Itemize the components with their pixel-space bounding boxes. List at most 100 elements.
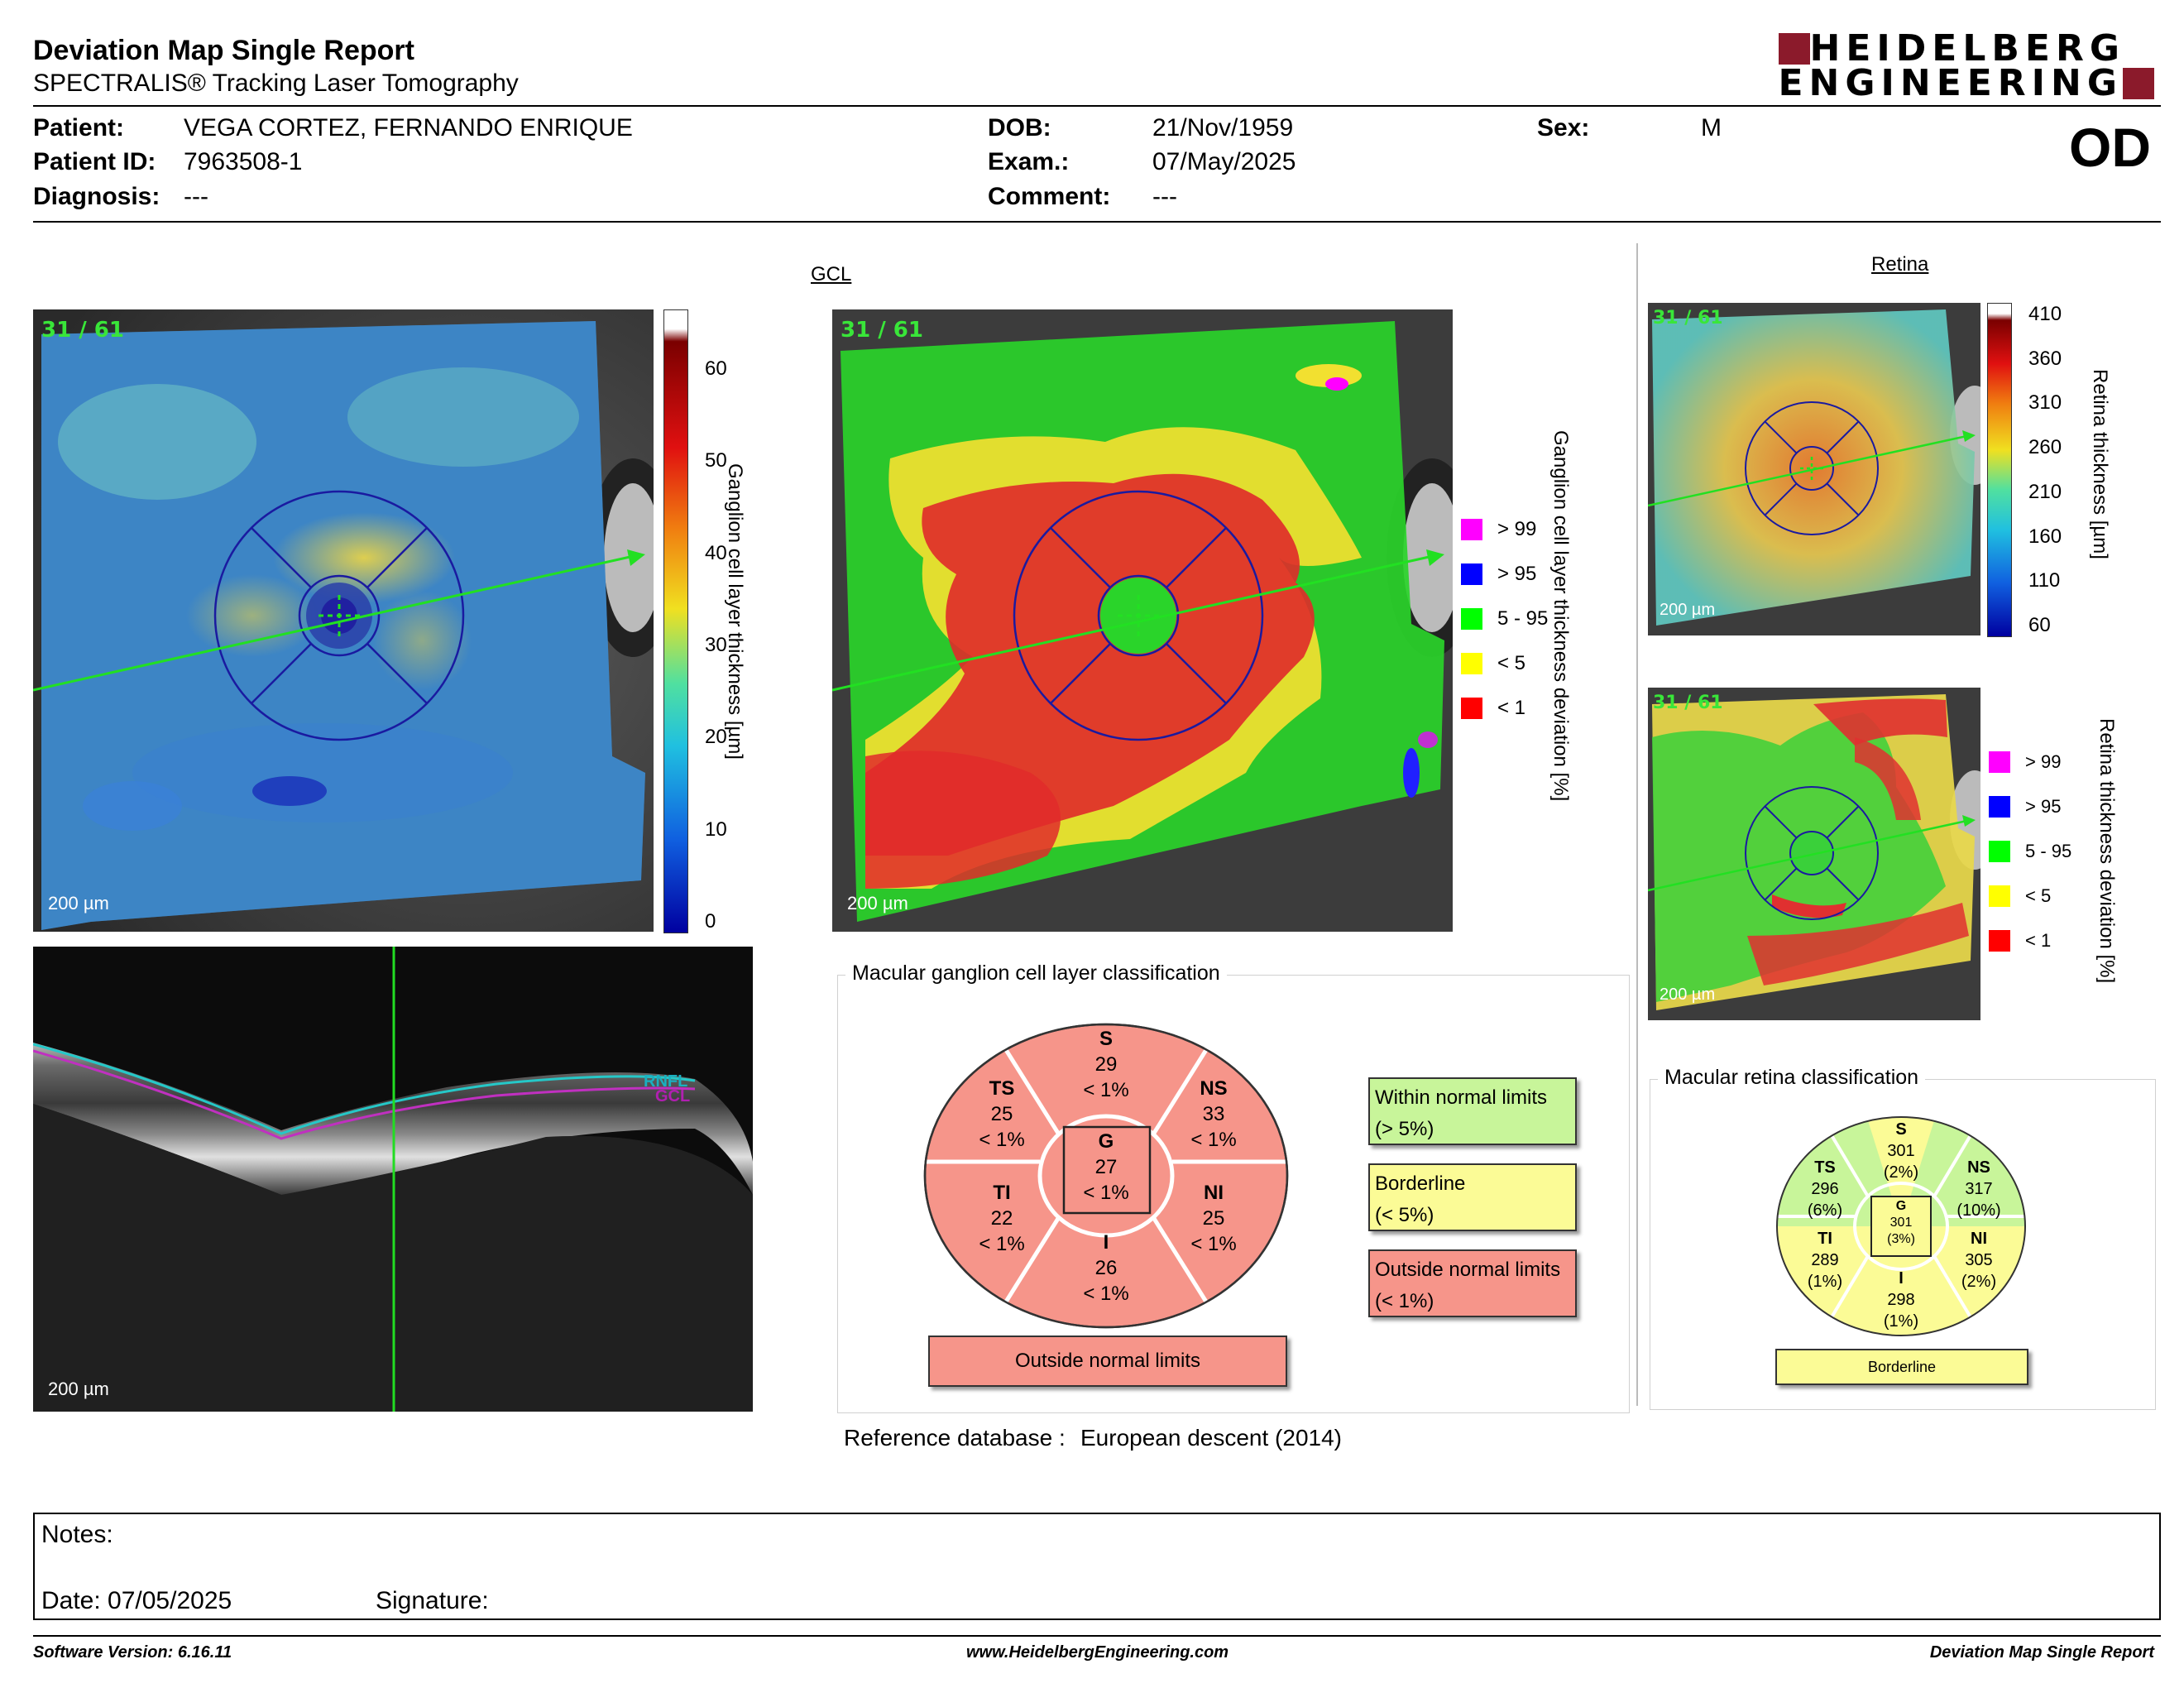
exam-value: 07/May/2025 <box>1152 148 1296 175</box>
colorbar-tick-label: 30 <box>705 634 727 656</box>
sector-value: 29 <box>1094 1053 1118 1076</box>
sector-value: 317 <box>1965 1180 1993 1198</box>
macular-retina-result: Borderline <box>1775 1349 2028 1385</box>
retina-deviation-map: 31 / 61 200 µm <box>1648 688 1980 1020</box>
legend-label: 5 - 95 <box>1497 607 1549 630</box>
footer-divider <box>33 1635 2161 1637</box>
sex-value: M <box>1701 114 1722 141</box>
retina-column-divider <box>1636 243 1638 1406</box>
legend-swatch-icon <box>1461 563 1482 585</box>
sector-percentile: < 1% <box>1190 1233 1237 1255</box>
software-version: Software Version: 6.16.11 <box>33 1643 232 1662</box>
sector-percentile: < 1% <box>979 1233 1025 1255</box>
sector-value: 298 <box>1887 1291 1915 1309</box>
macular-gcl-title: Macular ganglion cell layer classificati… <box>845 961 1227 985</box>
sector-name: G <box>1098 1130 1114 1153</box>
sex-label: Sex: <box>1537 114 1590 141</box>
legend-item: > 99 <box>1461 518 1536 541</box>
sector-value: 301 <box>1887 1142 1915 1160</box>
legend-label: < 5 <box>2025 885 2052 906</box>
logo-line1: HEIDELBERG <box>1809 27 2125 70</box>
retina-thickness-colorbar <box>1987 303 2012 637</box>
sector-name: I <box>1899 1269 1904 1288</box>
sector-ti: TI 22 < 1% <box>952 1180 1051 1257</box>
colorbar-tick-label: 210 <box>2028 480 2062 503</box>
dob-label: DOB: <box>988 114 1051 141</box>
legend-label: < 1 <box>1497 697 1526 719</box>
legend-label: > 95 <box>1497 563 1537 585</box>
legend-swatch-icon <box>1989 885 2010 907</box>
gcl-thickness-axis-label: Ganglion cell layer thickness [µm] <box>724 463 746 760</box>
sector-value: 25 <box>1202 1207 1225 1230</box>
classification-key-item: Within normal limits (> 5%) <box>1368 1077 1577 1145</box>
legend-label: > 99 <box>2025 751 2062 772</box>
sector-name: TI <box>993 1182 1011 1204</box>
gcl-section-label: GCL <box>811 263 852 285</box>
sector-value: 305 <box>1965 1251 1993 1269</box>
colorbar-tick-label: 60 <box>705 357 727 380</box>
colorbar-tick-label: 40 <box>705 541 727 564</box>
sector-value: 289 <box>1811 1251 1839 1269</box>
logo-square-icon <box>1778 33 1810 65</box>
sector-name: G <box>1895 1199 1907 1213</box>
sector-percentile: (10%) <box>1956 1201 2001 1220</box>
legend-swatch-icon <box>1989 930 2010 952</box>
sector-ns: NS 317 (10%) <box>1929 1157 2028 1221</box>
colorbar-tick-label: 10 <box>705 818 727 841</box>
header-divider <box>33 105 2161 107</box>
sector-ni: NI 305 (2%) <box>1929 1228 2028 1292</box>
sector-value: 27 <box>1094 1156 1118 1178</box>
legend-swatch-icon <box>1989 751 2010 773</box>
sector-name: TI <box>1818 1230 1832 1248</box>
patient-id: 7963508-1 <box>184 148 303 175</box>
macular-retina-title: Macular retina classification <box>1658 1066 1926 1090</box>
sector-name: TS <box>1814 1158 1836 1177</box>
bscan-scale: 200 µm <box>48 1379 109 1399</box>
patient-divider <box>33 221 2161 223</box>
sector-value: 26 <box>1094 1257 1118 1279</box>
sector-percentile: < 1% <box>1190 1129 1237 1151</box>
patient-label: Patient: <box>33 114 125 141</box>
legend-item: > 95 <box>1461 563 1536 586</box>
retina-deviation-scale: 200 µm <box>1660 985 1716 1004</box>
key-label: Within normal limits <box>1375 1086 1548 1109</box>
retina-thickness-scale: 200 µm <box>1660 601 1716 619</box>
sector-percentile: (3%) <box>1887 1232 1915 1246</box>
macular-gcl-result: Outside normal limits <box>928 1336 1287 1387</box>
retina-thickness-axis-label: Retina thickness [µm] <box>2089 369 2111 559</box>
legend-swatch-icon <box>1461 653 1482 674</box>
sector-name: NI <box>1204 1182 1224 1204</box>
sector-value: 296 <box>1811 1180 1839 1198</box>
gcl-deviation-axis-label: Ganglion cell layer thickness deviation … <box>1549 430 1572 802</box>
report-title: Deviation Map Single Report <box>33 35 414 66</box>
legend-item: > 99 <box>1989 751 2061 773</box>
notes-box[interactable]: Notes: Date: 07/05/2025 Signature: <box>33 1513 2161 1620</box>
retina-thickness-map: 31 / 61 200 µm <box>1648 303 1980 635</box>
gcl-thickness-scan-index: 31 / 61 <box>41 318 124 343</box>
sector-i: I 298 (1%) <box>1851 1268 1951 1332</box>
heidelberg-logo: HEIDELBERG ENGINEERING <box>1778 27 2154 102</box>
sector-ts: TS 25 < 1% <box>952 1076 1051 1153</box>
sector-ni: NI 25 < 1% <box>1164 1180 1263 1257</box>
sector-percentile: (6%) <box>1807 1201 1843 1220</box>
sector-name: NS <box>1200 1077 1228 1100</box>
legend-label: > 99 <box>1497 518 1537 540</box>
website-link[interactable]: www.HeidelbergEngineering.com <box>966 1643 1229 1662</box>
sector-value: 301 <box>1889 1216 1913 1230</box>
report-subtitle: SPECTRALIS® Tracking Laser Tomography <box>33 70 519 97</box>
reference-database-value: European descent (2014) <box>1080 1425 1342 1451</box>
legend-item: < 1 <box>1461 697 1525 720</box>
gcl-thickness-colorbar <box>663 309 688 933</box>
sector-g: G 27 < 1% <box>1056 1129 1156 1206</box>
key-label: Outside normal limits <box>1375 1259 1561 1281</box>
sector-percentile: (2%) <box>1961 1273 1997 1291</box>
colorbar-tick-label: 260 <box>2028 436 2062 459</box>
legend-item: 5 - 95 <box>1989 841 2071 862</box>
legend-item: < 1 <box>1989 930 2051 952</box>
sector-percentile: < 1% <box>1083 1283 1129 1305</box>
retina-deviation-scan-index: 31 / 61 <box>1653 693 1723 713</box>
gcl-deviation-scale: 200 µm <box>847 893 908 914</box>
comment-label: Comment: <box>988 183 1111 210</box>
footer-report-name: Deviation Map Single Report <box>1929 1643 2154 1662</box>
retina-deviation-axis-label: Retina thickness deviation [%] <box>2095 718 2118 984</box>
